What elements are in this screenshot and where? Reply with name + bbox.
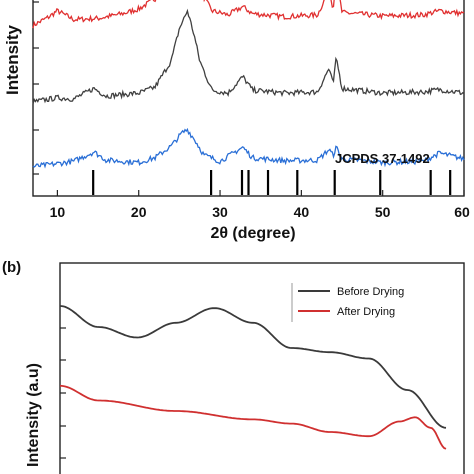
panel-a-y-ticks [33,1,39,175]
x-tick-label: 40 [294,204,310,220]
x-tick-label: 20 [131,204,147,220]
legend-label-after: After Drying [337,306,395,318]
panel-a-x-axis-label: 2θ (degree) [210,225,295,242]
panel-a-series [32,0,465,169]
panel-b: (b) Before Drying After Drying Intensity… [2,259,465,474]
x-tick-label: 30 [212,204,228,220]
panel-b-frame [59,262,465,474]
series-line-before-drying [59,305,447,429]
panel-b-label: (b) [2,259,21,276]
panel-b-y-axis-label: Intensity (a.u) [25,363,42,467]
legend: Before Drying After Drying [291,283,404,322]
xrd-series-1 [32,8,465,105]
x-tick-label: 10 [50,204,66,220]
xrd-series-0 [32,0,465,29]
xrd-series-2 [32,127,465,169]
panel-b-y-ticks [60,327,66,459]
x-tick-label: 60 [454,204,470,220]
panel-b-series [59,305,447,450]
series-line-after-drying [59,384,447,450]
panel-a-frame [32,0,465,197]
panel-a-x-ticks: 10 20 30 40 50 60 [50,190,470,220]
panel-a: JCPDS 37-1492 10 20 30 40 50 60 2θ (degree) I… [3,0,470,242]
panel-a-reference-peaks [92,170,452,195]
x-tick-label: 50 [375,204,391,220]
panel-a-y-axis-label: Intensity [3,25,22,95]
legend-label-before: Before Drying [337,286,404,298]
reference-label: JCPDS 37-1492 [335,151,430,166]
